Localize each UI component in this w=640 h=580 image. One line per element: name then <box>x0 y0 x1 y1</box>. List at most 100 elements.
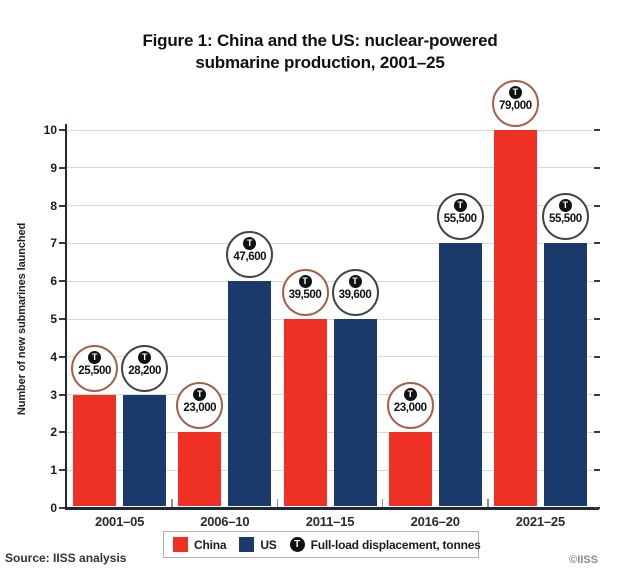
displacement-value: 28,200 <box>128 364 161 377</box>
y-tick-left-6 <box>59 280 65 283</box>
displacement-value: 25,500 <box>78 364 111 377</box>
y-tick-right-8 <box>594 204 600 207</box>
x-axis-line <box>65 507 599 510</box>
legend: China US T Full-load displacement, tonnes <box>163 531 481 558</box>
grid-line-9 <box>67 167 593 169</box>
x-boundary-tick-4 <box>487 499 489 507</box>
y-tick-label-3: 3 <box>50 387 57 402</box>
bar-china-2011–15 <box>283 319 327 506</box>
bar-us-2021–25 <box>543 243 587 506</box>
y-tick-right-1 <box>594 469 600 472</box>
displacement-badge-china-2021–25: T 79,000 <box>491 80 539 127</box>
x-boundary-tick-2 <box>276 499 279 507</box>
bar-us-2016–20 <box>438 243 482 506</box>
tonnes-icon: T <box>348 275 362 288</box>
tonnes-icon: T <box>243 237 257 251</box>
legend-item-us: US <box>239 537 277 552</box>
y-tick-right-5 <box>594 318 600 320</box>
bar-china-2006–10 <box>178 432 222 506</box>
bar-us-2011–15 <box>333 319 377 506</box>
copyright-note: ©IISS <box>569 554 598 566</box>
y-tick-right-3 <box>594 393 600 396</box>
legend-item-full-load-displacement-tonnes: T Full-load displacement, tonnes <box>289 537 481 552</box>
y-tick-left-10 <box>59 129 65 131</box>
y-tick-label-1: 1 <box>50 463 57 478</box>
grid-line-2 <box>67 431 593 433</box>
y-tick-right-9 <box>594 166 600 169</box>
y-tick-right-2 <box>594 431 600 434</box>
bar-china-2021–25 <box>493 130 537 506</box>
displacement-value: 39,600 <box>338 289 372 301</box>
tonnes-icon: T <box>298 275 312 288</box>
grid-line-8 <box>67 205 593 207</box>
chart-title: Figure 1: China and the US: nuclear-powe… <box>90 30 550 75</box>
grid-line-3 <box>67 394 593 396</box>
grid-line-10 <box>67 129 593 131</box>
chart-title-line2: submarine production, 2001–25 <box>195 53 445 73</box>
tonnes-icon: T <box>138 350 152 364</box>
x-axis-label-2011–15: 2011–15 <box>305 514 355 529</box>
y-tick-right-0 <box>594 507 600 509</box>
y-tick-label-9: 9 <box>50 160 57 175</box>
bar-us-2001–05 <box>123 394 167 506</box>
x-boundary-tick-3 <box>381 499 384 507</box>
bar-china-2001–05 <box>73 394 117 506</box>
displacement-badge-us-2011–15: T 39,600 <box>331 269 379 316</box>
displacement-value: 55,500 <box>549 213 582 226</box>
bar-us-2006–10 <box>228 281 272 506</box>
y-tick-left-3 <box>59 393 65 396</box>
y-tick-right-4 <box>594 355 600 358</box>
displacement-badge-china-2006–10: T 23,000 <box>176 382 224 430</box>
y-tick-label-7: 7 <box>50 236 57 251</box>
displacement-value: 23,000 <box>393 402 427 415</box>
y-tick-right-10 <box>594 129 600 131</box>
y-tick-label-5: 5 <box>50 312 57 326</box>
displacement-value: 47,600 <box>233 251 267 264</box>
grid-line-4 <box>67 356 593 358</box>
tonnes-icon: T <box>403 388 417 402</box>
y-tick-left-5 <box>59 318 65 320</box>
y-tick-label-2: 2 <box>50 425 57 440</box>
y-tick-label-10: 10 <box>43 123 57 137</box>
y-tick-left-2 <box>59 431 65 434</box>
displacement-value: 39,500 <box>288 289 322 301</box>
displacement-badge-china-2016–20: T 23,000 <box>386 382 434 430</box>
grid-line-7 <box>67 242 593 244</box>
tonnes-icon: T <box>289 537 305 552</box>
bar-china-2016–20 <box>388 432 432 506</box>
y-tick-left-8 <box>59 204 65 207</box>
tonnes-icon: T <box>453 199 467 213</box>
displacement-badge-us-2021–25: T 55,500 <box>541 193 589 241</box>
y-tick-left-4 <box>59 355 65 358</box>
displacement-value: 55,500 <box>443 213 477 226</box>
tonnes-icon: T <box>193 388 207 402</box>
displacement-badge-us-2001–05: T 28,200 <box>121 344 169 392</box>
tonnes-icon: T <box>88 350 102 364</box>
legend-swatch-us <box>239 537 255 552</box>
legend-label: US <box>260 537 277 552</box>
displacement-badge-us-2006–10: T 47,600 <box>226 231 274 279</box>
y-tick-left-7 <box>59 242 65 245</box>
displacement-value: 79,000 <box>499 100 532 112</box>
chart-title-line1: Figure 1: China and the US: nuclear-powe… <box>142 31 498 50</box>
y-tick-left-1 <box>59 469 65 472</box>
x-axis-label-2001–05: 2001–05 <box>94 514 145 529</box>
grid-line-5 <box>67 318 593 320</box>
grid-line-6 <box>67 280 593 282</box>
y-tick-label-4: 4 <box>50 349 57 364</box>
y-axis-line <box>65 124 67 510</box>
x-axis-label-2021–25: 2021–25 <box>515 514 565 529</box>
legend-item-china: China <box>173 537 227 552</box>
tonnes-icon: T <box>508 86 522 99</box>
legend-label: China <box>194 537 227 552</box>
displacement-badge-china-2011–15: T 39,500 <box>281 269 329 316</box>
displacement-badge-china-2001–05: T 25,500 <box>71 344 119 392</box>
x-axis-label-2006–10: 2006–10 <box>200 514 250 529</box>
x-axis-label-2016–20: 2016–20 <box>410 514 460 529</box>
y-tick-label-0: 0 <box>50 501 57 515</box>
legend-label: Full-load displacement, tonnes <box>310 537 481 552</box>
y-tick-right-6 <box>594 280 600 283</box>
displacement-value: 23,000 <box>183 402 217 415</box>
y-tick-left-0 <box>59 507 65 509</box>
